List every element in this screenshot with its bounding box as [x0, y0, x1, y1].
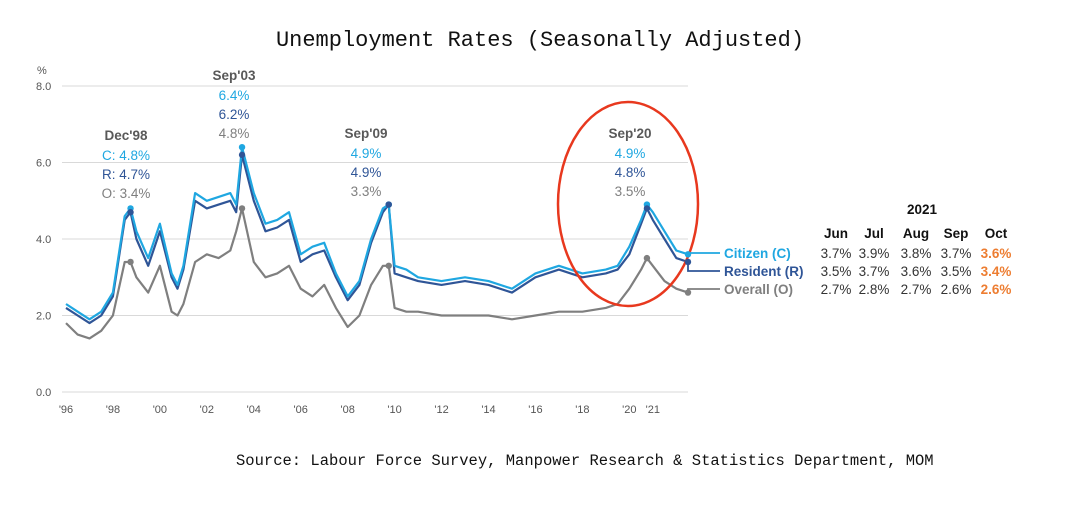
chart-title: Unemployment Rates (Seasonally Adjusted) — [275, 28, 805, 53]
y-tick-label: 2.0 — [36, 311, 51, 323]
series-end-point — [684, 258, 692, 266]
table-cell: 3.4% — [981, 264, 1012, 279]
table-cell: 2.7% — [901, 282, 932, 297]
table-month: Jun — [824, 226, 848, 241]
data-point — [127, 258, 134, 266]
annotation-date: Dec'98 — [105, 128, 148, 143]
x-tick-label: '04 — [247, 404, 261, 416]
table-cell: 2.6% — [941, 282, 972, 297]
y-tick-label: 8.0 — [36, 81, 51, 93]
data-point — [643, 254, 651, 262]
table-cell: 3.5% — [821, 264, 852, 279]
x-tick-label: '16 — [528, 404, 542, 416]
y-axis-unit: % — [37, 65, 47, 77]
data-point — [238, 205, 246, 212]
annotation-resident: R: 4.7% — [102, 167, 150, 182]
y-ticks: 0.0 2.0 4.0 6.0 8.0 — [36, 81, 51, 399]
x-tick-label: '96 — [59, 404, 73, 416]
data-point — [385, 262, 392, 269]
annotation-resident: 4.8% — [615, 165, 646, 180]
table-cell: 3.7% — [859, 264, 890, 279]
x-tick-label: '12 — [434, 404, 448, 416]
table-cell: 2.7% — [821, 282, 852, 297]
x-tick-label: '20 — [622, 404, 636, 416]
legend-label: Overall (O) — [724, 282, 793, 297]
legend-connector — [687, 288, 720, 293]
data-point — [127, 209, 134, 216]
annotation-resident: 6.2% — [219, 107, 250, 122]
data-table: 2021 Jun Jul Aug Sep Oct 3.7% 3.9% 3.8% 3.7% 3.6% 3… — [821, 202, 1012, 297]
annotation-overall: 3.3% — [351, 184, 382, 199]
table-cell: 2.8% — [859, 282, 890, 297]
table-cell: 3.9% — [859, 246, 890, 261]
table-month: Aug — [903, 226, 929, 241]
table-month: Sep — [944, 226, 969, 241]
x-tick-label: '14 — [481, 404, 495, 416]
series-line — [65, 207, 689, 340]
series-end-point — [684, 251, 692, 258]
table-cell: 3.5% — [941, 264, 972, 279]
x-tick-label: '00 — [153, 404, 167, 416]
legend-connector — [687, 252, 720, 255]
source-note: Source: Labour Force Survey, Manpower Re… — [236, 452, 934, 470]
y-tick-label: 4.0 — [36, 234, 51, 246]
x-tick-label: '06 — [294, 404, 308, 416]
legend: Citizen (C) Resident (R) Overall (O) — [684, 246, 804, 297]
annotation-date: Sep'09 — [345, 126, 388, 141]
x-tick-label: '02 — [200, 404, 214, 416]
legend-label: Resident (R) — [724, 264, 804, 279]
series-line — [65, 153, 689, 325]
annotation-citizen: 4.9% — [351, 146, 382, 161]
annotation-date: Sep'03 — [213, 68, 256, 83]
legend-label: Citizen (C) — [724, 246, 791, 261]
data-point — [643, 205, 651, 212]
table-cell: 3.8% — [901, 246, 932, 261]
x-tick-label: '18 — [575, 404, 589, 416]
annotation-citizen: C: 4.8% — [102, 148, 150, 163]
x-tick-label: '98 — [106, 404, 120, 416]
table-cell: 3.7% — [941, 246, 972, 261]
annotation-resident: 4.9% — [351, 165, 382, 180]
data-point — [238, 144, 246, 151]
annotation-overall: O: 3.4% — [102, 186, 151, 201]
annotation-overall: 4.8% — [219, 126, 250, 141]
annotation-citizen: 4.9% — [615, 146, 646, 161]
table-year: 2021 — [907, 202, 938, 217]
annotation-date: Sep'20 — [609, 126, 652, 141]
x-tick-label: '10 — [387, 404, 401, 416]
x-ticks: '96 '98 '00 '02 '04 '06 '08 '10 '12 '14 '16 '18 '20 '… — [59, 404, 660, 416]
x-tick-label: '08 — [340, 404, 354, 416]
data-point — [385, 201, 392, 208]
annotation-citizen: 6.4% — [219, 88, 250, 103]
legend-connector — [687, 262, 720, 272]
table-cell: 3.7% — [821, 246, 852, 261]
annotations: Dec'98 C: 4.8% R: 4.7% O: 3.4% Sep'03 6.4% 6.2… — [102, 68, 652, 201]
y-tick-label: 0.0 — [36, 387, 51, 399]
data-point — [238, 151, 246, 159]
series-end-point — [684, 289, 692, 296]
annotation-overall: 3.5% — [615, 184, 646, 199]
x-tick-label: '21 — [646, 404, 660, 416]
table-cell: 3.6% — [981, 246, 1012, 261]
series-line — [65, 146, 689, 321]
table-cell: 3.6% — [901, 264, 932, 279]
table-month: Oct — [985, 226, 1008, 241]
y-tick-label: 6.0 — [36, 158, 51, 170]
table-cell: 2.6% — [981, 282, 1012, 297]
annotation-points — [127, 144, 651, 269]
highlight-circle — [556, 100, 700, 308]
gridlines — [62, 85, 688, 393]
table-month: Jul — [864, 226, 884, 241]
series-lines — [65, 146, 689, 340]
